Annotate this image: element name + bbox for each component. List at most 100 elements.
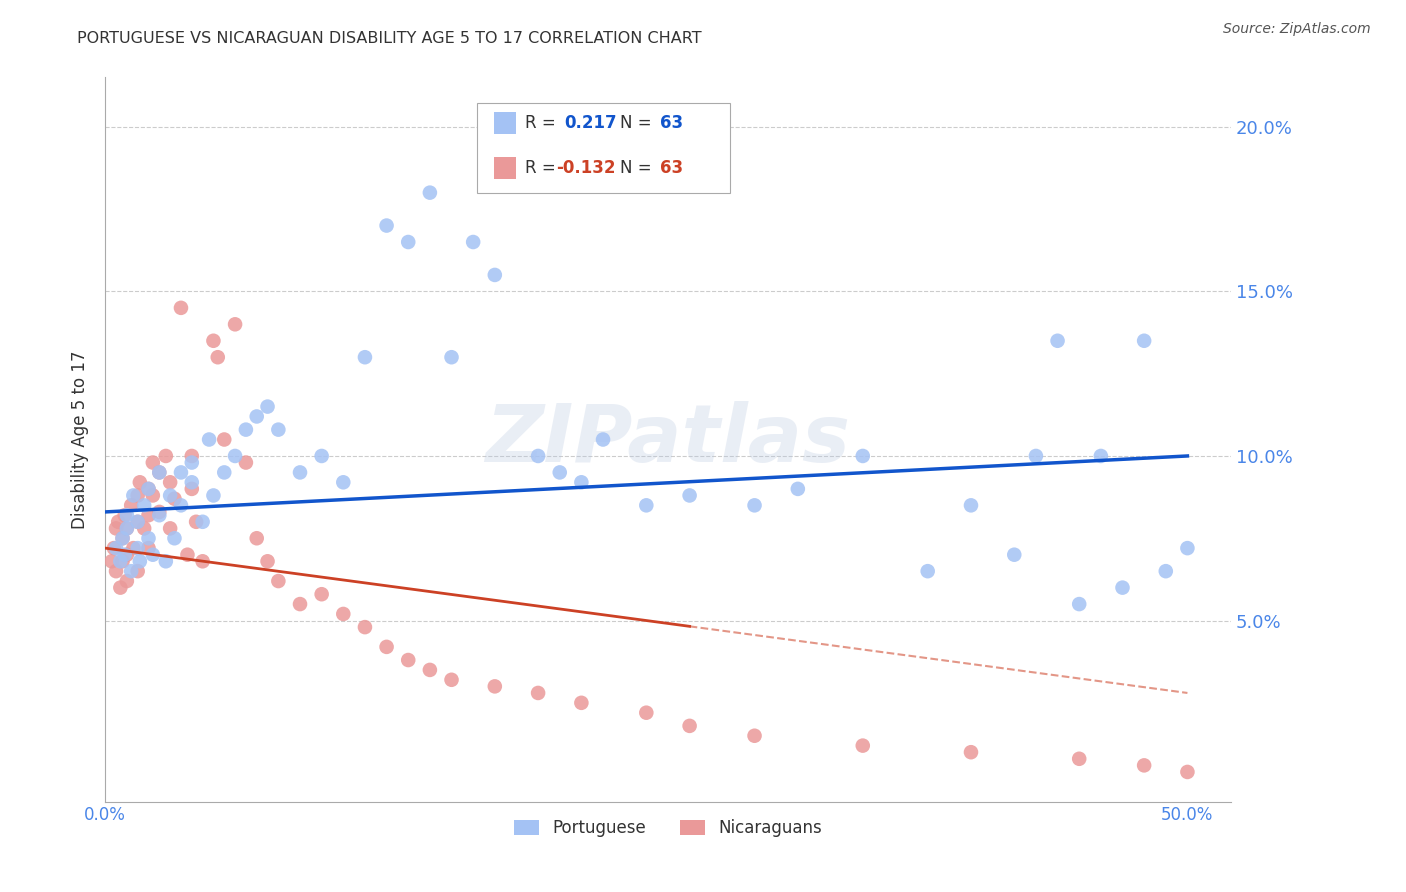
Point xyxy=(127,515,149,529)
Point xyxy=(138,508,160,523)
Point xyxy=(960,745,983,759)
Text: PORTUGUESE VS NICARAGUAN DISABILITY AGE 5 TO 17 CORRELATION CHART: PORTUGUESE VS NICARAGUAN DISABILITY AGE … xyxy=(77,31,702,46)
Point xyxy=(159,488,181,502)
Point xyxy=(235,456,257,470)
Point xyxy=(440,350,463,364)
Point xyxy=(440,673,463,687)
Point xyxy=(191,515,214,529)
Point xyxy=(1069,597,1091,611)
Point xyxy=(138,482,160,496)
Point xyxy=(960,499,983,513)
Point xyxy=(202,334,225,348)
Point xyxy=(224,318,246,332)
Text: R =: R = xyxy=(524,159,555,177)
Point xyxy=(111,531,134,545)
Legend: Portuguese, Nicaraguans: Portuguese, Nicaraguans xyxy=(508,813,828,844)
Point xyxy=(852,449,875,463)
Point xyxy=(105,521,128,535)
Text: 63: 63 xyxy=(659,159,683,177)
Point xyxy=(207,350,229,364)
Point xyxy=(419,186,441,200)
Point xyxy=(396,653,419,667)
Point xyxy=(1133,758,1156,772)
Point xyxy=(120,564,142,578)
Y-axis label: Disability Age 5 to 17: Disability Age 5 to 17 xyxy=(72,351,89,529)
Point xyxy=(110,554,132,568)
Point xyxy=(100,554,122,568)
Point xyxy=(744,729,766,743)
Point xyxy=(114,508,136,523)
Point xyxy=(115,508,138,523)
Point xyxy=(1133,334,1156,348)
Point xyxy=(191,554,214,568)
Point xyxy=(138,541,160,555)
Point xyxy=(852,739,875,753)
Point xyxy=(212,433,235,447)
Point xyxy=(155,554,177,568)
Point xyxy=(170,301,193,315)
Point xyxy=(354,350,377,364)
Point xyxy=(180,456,202,470)
FancyBboxPatch shape xyxy=(494,112,516,134)
Point xyxy=(1002,548,1025,562)
Point xyxy=(571,696,593,710)
Point xyxy=(128,554,150,568)
Point xyxy=(163,531,186,545)
Text: -0.132: -0.132 xyxy=(557,159,616,177)
Point xyxy=(163,491,186,506)
Point xyxy=(678,488,700,502)
Point xyxy=(354,620,377,634)
Point xyxy=(120,499,142,513)
Point xyxy=(111,531,134,545)
Point xyxy=(184,515,207,529)
Point xyxy=(1177,541,1199,555)
Point xyxy=(1025,449,1047,463)
Point xyxy=(127,488,149,502)
Point xyxy=(138,482,160,496)
Point xyxy=(128,475,150,490)
Text: 63: 63 xyxy=(659,114,683,132)
Point xyxy=(267,423,290,437)
Point xyxy=(122,541,145,555)
Point xyxy=(375,219,398,233)
Point xyxy=(103,541,125,555)
Text: 0.217: 0.217 xyxy=(564,114,617,132)
Text: N =: N = xyxy=(620,159,651,177)
Text: ZIPatlas: ZIPatlas xyxy=(485,401,851,478)
Point xyxy=(111,554,134,568)
Point xyxy=(138,531,160,545)
Point xyxy=(548,466,571,480)
Point xyxy=(311,449,333,463)
Point xyxy=(115,574,138,588)
Point xyxy=(463,235,485,249)
Point xyxy=(107,515,129,529)
Point xyxy=(1154,564,1177,578)
Point xyxy=(332,607,354,621)
Point xyxy=(678,719,700,733)
Point xyxy=(484,268,506,282)
Text: R =: R = xyxy=(524,114,555,132)
Point xyxy=(571,475,593,490)
Point xyxy=(180,449,202,463)
Point xyxy=(917,564,939,578)
Point xyxy=(127,564,149,578)
Point xyxy=(105,564,128,578)
Point xyxy=(170,466,193,480)
Point xyxy=(224,449,246,463)
Point xyxy=(159,475,181,490)
FancyBboxPatch shape xyxy=(477,103,730,194)
Point xyxy=(180,482,202,496)
Point xyxy=(484,679,506,693)
Point xyxy=(636,706,658,720)
Point xyxy=(256,554,278,568)
Point xyxy=(1177,764,1199,779)
Point xyxy=(311,587,333,601)
Point xyxy=(115,548,138,562)
Text: N =: N = xyxy=(620,114,651,132)
Point xyxy=(246,409,269,424)
Point xyxy=(332,475,354,490)
Point xyxy=(744,499,766,513)
Point xyxy=(110,581,132,595)
Point xyxy=(235,423,257,437)
Text: Source: ZipAtlas.com: Source: ZipAtlas.com xyxy=(1223,22,1371,37)
